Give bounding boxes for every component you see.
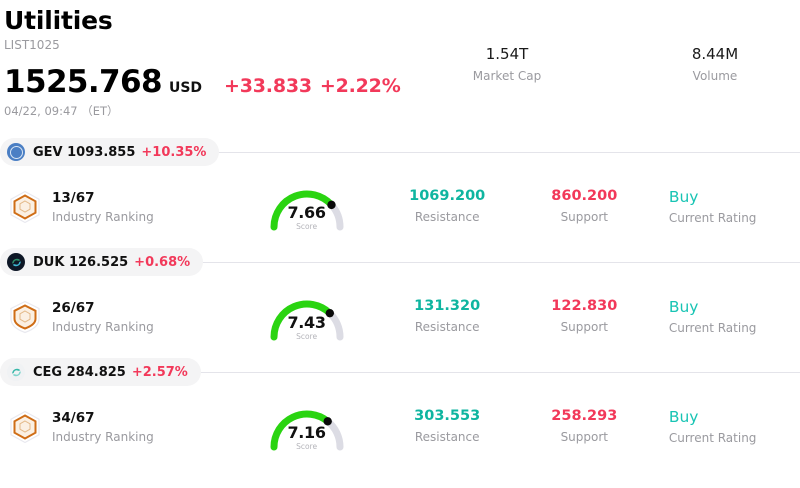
- ceg-logo-icon: [7, 363, 25, 381]
- ticker-change-pct: +2.57%: [131, 364, 188, 380]
- index-stats: 1.54T Market Cap 8.44M Volume: [422, 44, 800, 86]
- ticker-change-pct: +10.35%: [141, 144, 207, 160]
- cell-resistance: 131.320 Resistance: [379, 297, 516, 337]
- cell-score: 7.16 Score: [235, 399, 379, 455]
- cell-resistance: 303.553 Resistance: [379, 407, 516, 447]
- cell-resistance: 1069.200 Resistance: [379, 187, 516, 227]
- score-value: 7.16: [287, 423, 326, 442]
- ticker-chip-row: GEV 1093.855 +10.35%: [0, 137, 800, 167]
- support-value: 122.830: [551, 298, 618, 314]
- index-change-abs: +33.833: [224, 75, 312, 97]
- duk-logo-icon: [7, 253, 25, 271]
- list-header: Utilities LIST1025 1525.768 USD +33.833 +…: [0, 0, 800, 119]
- cell-current-rating: Buy Current Rating: [653, 187, 800, 228]
- stock-group: CEG 284.825 +2.57% 34/67 Industry Ranking 7.…: [0, 357, 800, 467]
- index-price: 1525.768: [4, 64, 163, 100]
- rating-value: Buy: [668, 407, 699, 426]
- ticker-chip-duk[interactable]: DUK 126.525 +0.68%: [0, 248, 204, 276]
- cell-support: 122.830 Support: [516, 297, 653, 337]
- score-label: Score: [296, 332, 318, 341]
- support-value: 258.293: [551, 408, 618, 424]
- rating-value: Buy: [668, 187, 699, 206]
- table-row[interactable]: 13/67 Industry Ranking 7.66 Score 1069.200 Re…: [0, 167, 800, 247]
- index-change: +33.833 +2.22%: [224, 75, 401, 97]
- hexagon-badge-icon: [8, 410, 42, 444]
- stock-group: DUK 126.525 +0.68% 26/67 Industry Ranking 7.…: [0, 247, 800, 357]
- ticker-chip-ceg[interactable]: CEG 284.825 +2.57%: [0, 358, 201, 386]
- cell-current-rating: Buy Current Rating: [653, 297, 800, 338]
- ticker-chip-row: DUK 126.525 +0.68%: [0, 247, 800, 277]
- table-row[interactable]: 34/67 Industry Ranking 7.16 Score 303.553 Res…: [0, 387, 800, 467]
- index-quote: 1525.768 USD +33.833 +2.22%: [4, 64, 800, 100]
- stat-label: Market Cap: [472, 69, 542, 83]
- resistance-label: Resistance: [414, 210, 480, 224]
- ticker-chip-row: CEG 284.825 +2.57%: [0, 357, 800, 387]
- score-value: 7.66: [287, 203, 326, 222]
- ranking-value: 26/67: [52, 299, 95, 316]
- rating-label: Current Rating: [668, 430, 757, 445]
- cell-score: 7.66 Score: [235, 179, 379, 235]
- hexagon-badge-icon: [8, 190, 42, 224]
- ticker-symbol-price: DUK 126.525: [33, 254, 129, 270]
- page-title: Utilities: [4, 6, 113, 35]
- ranking-value: 13/67: [52, 189, 95, 206]
- cell-industry-ranking: 13/67 Industry Ranking: [0, 189, 235, 226]
- index-currency: USD: [168, 80, 203, 96]
- stat-value: 1.54T: [485, 45, 529, 63]
- row-divider: [0, 372, 800, 373]
- stat-market-cap: 1.54T Market Cap: [422, 44, 592, 86]
- ticker-symbol-price: GEV 1093.855: [33, 144, 136, 160]
- ranking-label: Industry Ranking: [52, 429, 154, 444]
- cell-industry-ranking: 26/67 Industry Ranking: [0, 299, 235, 336]
- resistance-value: 303.553: [414, 408, 481, 424]
- score-label: Score: [296, 442, 318, 451]
- score-gauge: 7.66 Score: [261, 179, 353, 235]
- list-code: LIST1025: [4, 38, 60, 52]
- cell-support: 860.200 Support: [516, 187, 653, 227]
- row-divider: [0, 262, 800, 263]
- support-label: Support: [560, 210, 608, 224]
- row-divider: [0, 152, 800, 153]
- stat-volume: 8.44M Volume: [630, 44, 800, 86]
- gev-logo-icon: [7, 143, 25, 161]
- cell-industry-ranking: 34/67 Industry Ranking: [0, 409, 235, 446]
- resistance-value: 131.320: [414, 298, 481, 314]
- score-label: Score: [296, 222, 318, 231]
- ticker-symbol-price: CEG 284.825: [33, 364, 126, 380]
- stock-group: GEV 1093.855 +10.35% 13/67 Industry Ranking…: [0, 137, 800, 247]
- score-gauge: 7.43 Score: [261, 289, 353, 345]
- shield-badge-icon: [8, 300, 42, 334]
- cell-score: 7.43 Score: [235, 289, 379, 345]
- rating-value: Buy: [668, 297, 699, 316]
- ranking-label: Industry Ranking: [52, 319, 154, 334]
- support-value: 860.200: [551, 188, 618, 204]
- stock-rows: GEV 1093.855 +10.35% 13/67 Industry Ranking…: [0, 137, 800, 467]
- cell-support: 258.293 Support: [516, 407, 653, 447]
- ranking-value: 34/67: [52, 409, 95, 426]
- score-value: 7.43: [287, 313, 326, 332]
- table-row[interactable]: 26/67 Industry Ranking 7.43 Score 131.320 Res…: [0, 277, 800, 357]
- index-change-pct: +2.22%: [319, 75, 401, 97]
- stat-value: 8.44M: [691, 45, 739, 63]
- quote-timestamp: 04/22, 09:47 （ET）: [4, 104, 119, 118]
- support-label: Support: [560, 320, 608, 334]
- rating-label: Current Rating: [668, 210, 757, 225]
- support-label: Support: [560, 430, 608, 444]
- cell-current-rating: Buy Current Rating: [653, 407, 800, 448]
- resistance-label: Resistance: [414, 320, 480, 334]
- ranking-label: Industry Ranking: [52, 209, 154, 224]
- resistance-value: 1069.200: [409, 188, 486, 204]
- stat-label: Volume: [692, 69, 738, 83]
- score-gauge: 7.16 Score: [261, 399, 353, 455]
- ticker-change-pct: +0.68%: [134, 254, 191, 270]
- ticker-chip-gev[interactable]: GEV 1093.855 +10.35%: [0, 138, 220, 166]
- resistance-label: Resistance: [414, 430, 480, 444]
- rating-label: Current Rating: [668, 320, 757, 335]
